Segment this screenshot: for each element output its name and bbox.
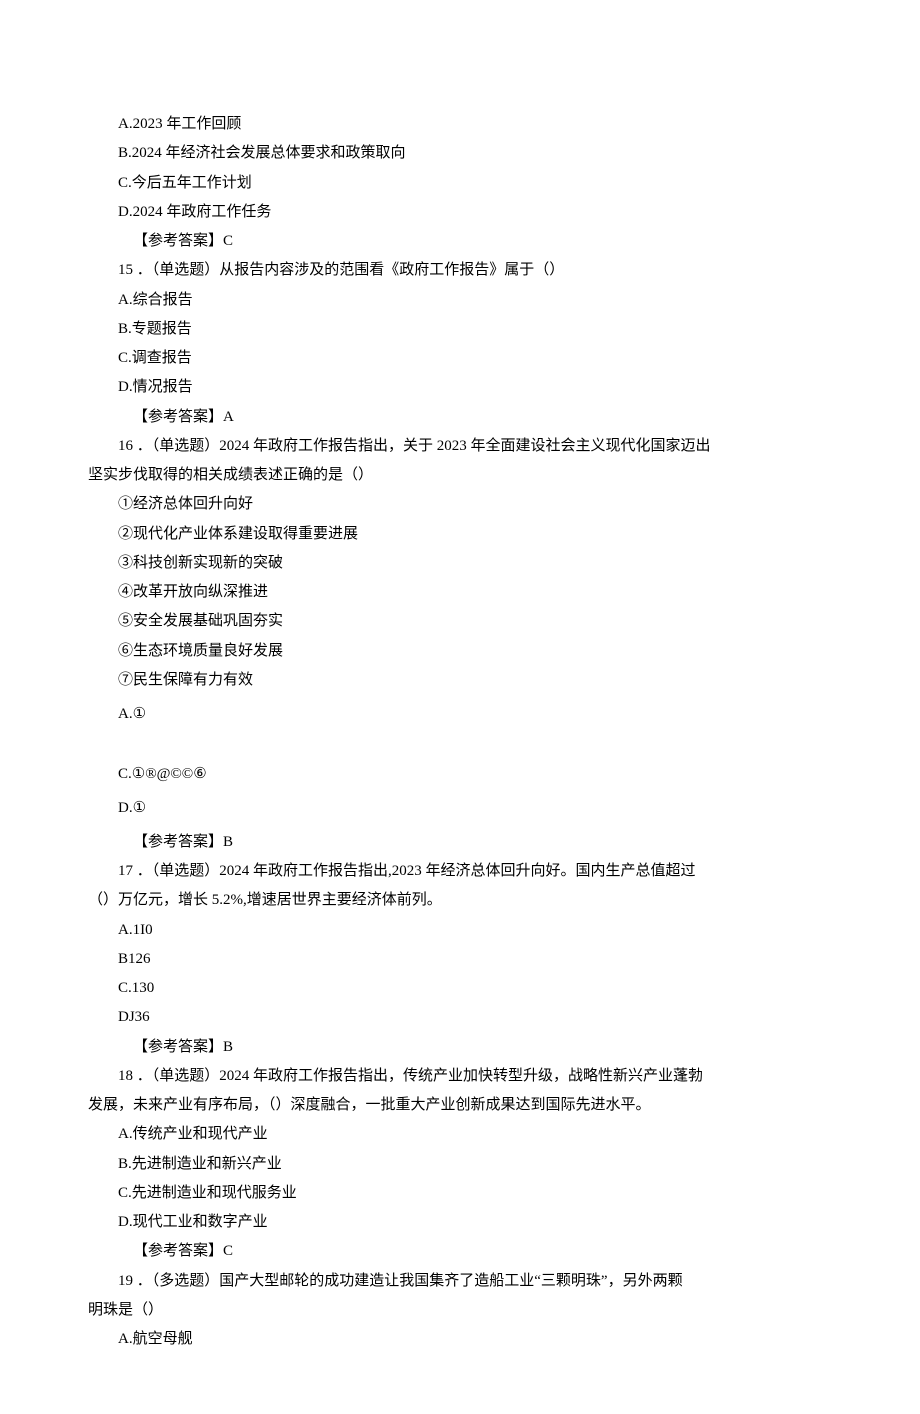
q16-answer: 【参考答案】B <box>88 828 832 857</box>
q14-option-b: B.2024 年经济社会发展总体要求和政策取向 <box>88 139 832 168</box>
q18-stem-line2: 发展，未来产业有序布局，（）深度融合，一批重大产业创新成果达到国际先进水平。 <box>88 1091 832 1120</box>
q16-option-b-blank <box>88 733 832 756</box>
q19-option-a: A.航空母舰 <box>88 1325 832 1354</box>
q16-item-3: ③科技创新实现新的突破 <box>88 549 832 578</box>
q18-option-a: A.传统产业和现代产业 <box>88 1120 832 1149</box>
q18-answer: 【参考答案】C <box>88 1237 832 1266</box>
q18-option-c: C.先进制造业和现代服务业 <box>88 1179 832 1208</box>
q15-option-d: D.情况报告 <box>88 373 832 402</box>
q14-answer: 【参考答案】C <box>88 227 832 256</box>
q16-item-2: ②现代化产业体系建设取得重要进展 <box>88 520 832 549</box>
q16-option-a: A.① <box>88 700 832 729</box>
q16-stem-line2: 坚实步伐取得的相关成绩表述正确的是（） <box>88 461 832 490</box>
q16-option-c: C.①®@©©⑥ <box>88 760 832 789</box>
q16-item-4: ④改革开放向纵深推进 <box>88 578 832 607</box>
q16-option-d: D.① <box>88 794 832 823</box>
q18-option-d: D.现代工业和数字产业 <box>88 1208 832 1237</box>
q17-option-c: C.130 <box>88 974 832 1003</box>
q19-stem-line2: 明珠是（） <box>88 1296 832 1325</box>
q17-stem-line2: （）万亿元，增长 5.2%,增速居世界主要经济体前列。 <box>88 886 832 915</box>
q14-option-d: D.2024 年政府工作任务 <box>88 198 832 227</box>
q16-stem-line1: 16 ．（单选题）2024 年政府工作报告指出，关于 2023 年全面建设社会主… <box>88 432 832 461</box>
q19-stem-line1: 19 ．（多选题）国产大型邮轮的成功建造让我国集齐了造船工业“三颗明珠”，另外两… <box>88 1267 832 1296</box>
q18-option-b: B.先进制造业和新兴产业 <box>88 1150 832 1179</box>
q17-option-d: DJ36 <box>88 1003 832 1032</box>
q15-option-a: A.综合报告 <box>88 286 832 315</box>
q17-option-a: A.1I0 <box>88 916 832 945</box>
q15-option-c: C.调查报告 <box>88 344 832 373</box>
q14-option-a: A.2023 年工作回顾 <box>88 110 832 139</box>
q15-stem: 15 ．（单选题）从报告内容涉及的范围看《政府工作报告》属于（） <box>88 256 832 285</box>
q14-option-c: C.今后五年工作计划 <box>88 169 832 198</box>
q16-item-5: ⑤安全发展基础巩固夯实 <box>88 607 832 636</box>
q16-item-1: ①经济总体回升向好 <box>88 490 832 519</box>
q15-option-b: B.专题报告 <box>88 315 832 344</box>
document-page: A.2023 年工作回顾 B.2024 年经济社会发展总体要求和政策取向 C.今… <box>0 0 920 1414</box>
q15-answer: 【参考答案】A <box>88 403 832 432</box>
q16-item-6: ⑥生态环境质量良好发展 <box>88 637 832 666</box>
q18-stem-line1: 18 ．（单选题）2024 年政府工作报告指出，传统产业加快转型升级，战略性新兴… <box>88 1062 832 1091</box>
q16-item-7: ⑦民生保障有力有效 <box>88 666 832 695</box>
q17-stem-line1: 17 ．（单选题）2024 年政府工作报告指出,2023 年经济总体回升向好。国… <box>88 857 832 886</box>
q17-answer: 【参考答案】B <box>88 1033 832 1062</box>
q17-option-b: B126 <box>88 945 832 974</box>
